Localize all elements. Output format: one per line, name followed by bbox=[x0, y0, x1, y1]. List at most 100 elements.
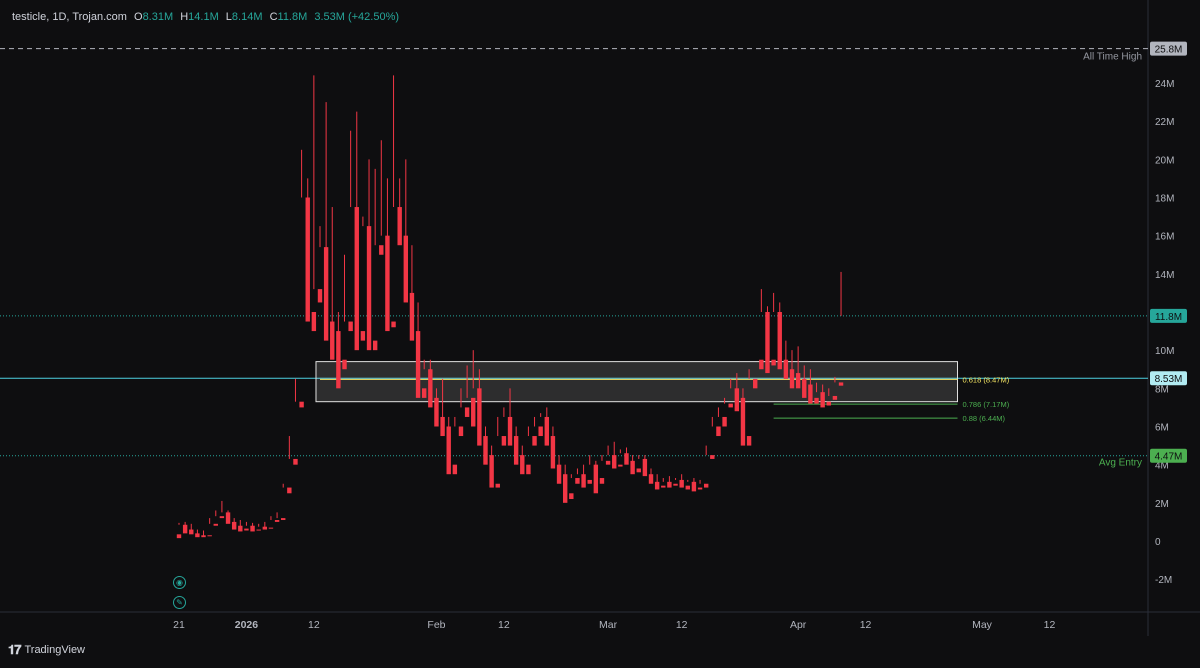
candle-body[interactable] bbox=[189, 529, 194, 535]
candle-body[interactable] bbox=[268, 527, 274, 529]
candle-body[interactable] bbox=[207, 535, 212, 537]
candle-body[interactable] bbox=[685, 485, 690, 490]
candle-body[interactable] bbox=[348, 321, 353, 332]
candle-body[interactable] bbox=[532, 436, 537, 446]
candle-body[interactable] bbox=[710, 455, 715, 459]
candle-body[interactable] bbox=[434, 397, 439, 427]
candle-body[interactable] bbox=[612, 455, 617, 469]
candle-body[interactable] bbox=[569, 493, 574, 500]
candle-body[interactable] bbox=[691, 481, 697, 492]
candle-body[interactable] bbox=[372, 340, 378, 351]
candle-body[interactable] bbox=[446, 426, 451, 475]
candle-body[interactable] bbox=[281, 518, 286, 521]
candle-body[interactable] bbox=[250, 525, 255, 532]
candle-body[interactable] bbox=[452, 464, 458, 475]
candle-body[interactable] bbox=[354, 207, 359, 351]
candle-body[interactable] bbox=[299, 401, 304, 408]
candle-body[interactable] bbox=[403, 235, 409, 303]
candle-body[interactable] bbox=[195, 533, 200, 538]
candle-body[interactable] bbox=[814, 397, 819, 404]
candle-body[interactable] bbox=[642, 458, 648, 477]
candle-body[interactable] bbox=[238, 525, 243, 532]
edit-icon[interactable]: ✎ bbox=[173, 596, 186, 609]
candle-body[interactable] bbox=[323, 247, 329, 341]
candle-body[interactable] bbox=[667, 481, 672, 488]
candle-body[interactable] bbox=[630, 460, 635, 475]
candle-body[interactable] bbox=[575, 478, 580, 484]
candle-body[interactable] bbox=[311, 312, 317, 332]
candle-body[interactable] bbox=[458, 426, 464, 437]
candle-body[interactable] bbox=[624, 453, 629, 465]
candle-body[interactable] bbox=[507, 416, 513, 446]
candle-body[interactable] bbox=[802, 378, 807, 398]
candle-body[interactable] bbox=[562, 474, 568, 503]
candle-body[interactable] bbox=[538, 426, 543, 437]
candle-body[interactable] bbox=[581, 474, 586, 488]
candle-body[interactable] bbox=[336, 331, 341, 389]
candle-body[interactable] bbox=[213, 523, 218, 526]
candle-body[interactable] bbox=[360, 331, 366, 341]
candle-body[interactable] bbox=[679, 479, 684, 488]
candle-body[interactable] bbox=[440, 416, 445, 437]
candle-body[interactable] bbox=[293, 458, 298, 465]
candle-body[interactable] bbox=[483, 436, 488, 465]
candle-body[interactable] bbox=[520, 455, 525, 475]
candle-body[interactable] bbox=[728, 403, 733, 408]
candle-body[interactable] bbox=[697, 487, 703, 490]
candle-body[interactable] bbox=[605, 460, 611, 465]
candle-body[interactable] bbox=[501, 436, 507, 446]
candle-body[interactable] bbox=[544, 416, 549, 446]
candle-body[interactable] bbox=[422, 388, 427, 398]
candle-body[interactable] bbox=[489, 455, 494, 488]
candle-body[interactable] bbox=[225, 512, 231, 524]
candle-body[interactable] bbox=[366, 226, 372, 351]
support-zone[interactable] bbox=[315, 361, 959, 403]
candle-body[interactable] bbox=[838, 382, 844, 386]
symbol-title[interactable]: testicle, 1D, Trojan.com bbox=[12, 11, 127, 23]
candle-body[interactable] bbox=[550, 436, 556, 469]
candle-body[interactable] bbox=[636, 468, 641, 473]
candle-body[interactable] bbox=[826, 401, 831, 406]
candle-body[interactable] bbox=[495, 483, 500, 488]
candle-body[interactable] bbox=[587, 479, 592, 484]
candle-body[interactable] bbox=[746, 436, 752, 446]
candle-body[interactable] bbox=[428, 369, 433, 408]
candle-body[interactable] bbox=[317, 289, 323, 303]
candle-body[interactable] bbox=[274, 520, 280, 522]
candle-body[interactable] bbox=[471, 397, 476, 427]
candle-body[interactable] bbox=[397, 207, 402, 246]
candle-body[interactable] bbox=[716, 426, 721, 437]
candle-body[interactable] bbox=[753, 378, 758, 389]
candle-body[interactable] bbox=[415, 331, 421, 398]
candle-body[interactable] bbox=[832, 395, 838, 400]
alert-icon[interactable]: ◉ bbox=[173, 576, 186, 589]
candle-body[interactable] bbox=[654, 481, 660, 490]
candle-body[interactable] bbox=[673, 483, 678, 486]
candle-body[interactable] bbox=[201, 535, 206, 538]
candle-body[interactable] bbox=[231, 521, 237, 530]
candle-body[interactable] bbox=[618, 464, 623, 467]
candle-body[interactable] bbox=[777, 312, 782, 370]
tradingview-brand[interactable]: 𝟏𝟕 TradingView bbox=[8, 642, 85, 658]
candle-body[interactable] bbox=[330, 321, 335, 360]
candle-body[interactable] bbox=[385, 235, 390, 332]
candle-body[interactable] bbox=[808, 384, 813, 404]
candle-body[interactable] bbox=[391, 321, 396, 328]
candle-body[interactable] bbox=[526, 464, 531, 475]
candle-body[interactable] bbox=[722, 416, 727, 427]
candle-body[interactable] bbox=[556, 464, 562, 484]
candle-body[interactable] bbox=[789, 369, 795, 389]
candle-body[interactable] bbox=[820, 392, 825, 408]
candle-body[interactable] bbox=[477, 388, 482, 446]
candle-body[interactable] bbox=[182, 524, 188, 534]
candle-body[interactable] bbox=[379, 245, 384, 255]
candle-body[interactable] bbox=[740, 397, 746, 446]
candle-body[interactable] bbox=[795, 373, 801, 389]
candle-body[interactable] bbox=[244, 528, 249, 531]
candle-body[interactable] bbox=[287, 487, 292, 494]
candle-body[interactable] bbox=[783, 359, 789, 379]
candle-body[interactable] bbox=[593, 464, 599, 494]
candle-body[interactable] bbox=[262, 526, 268, 530]
